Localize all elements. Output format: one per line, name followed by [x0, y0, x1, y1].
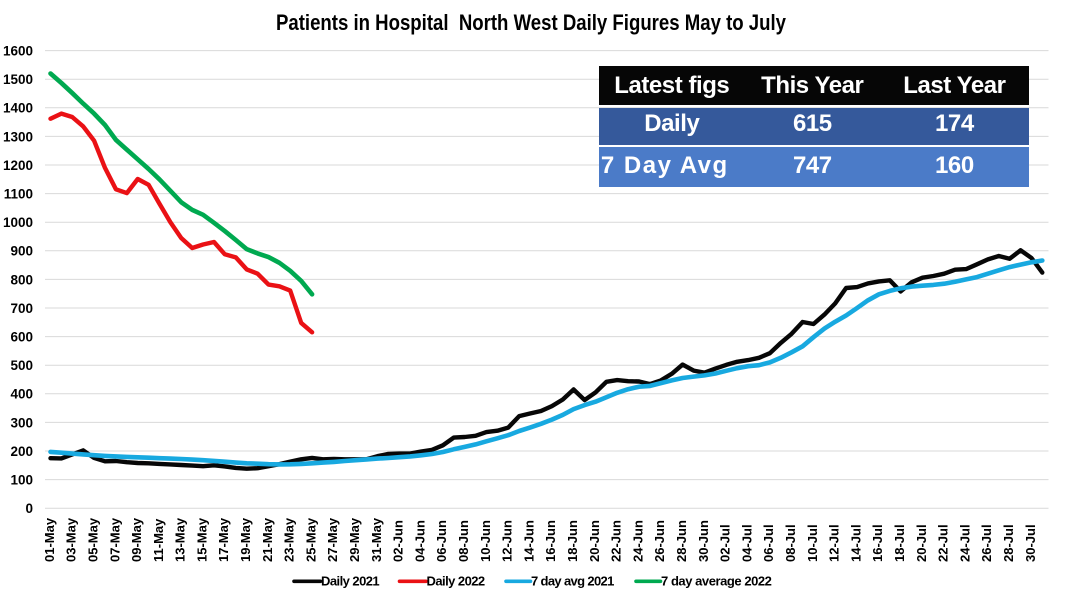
svg-text:23-May: 23-May	[282, 517, 297, 562]
svg-text:16-Jul: 16-Jul	[870, 524, 885, 562]
svg-text:Daily 2022: Daily 2022	[427, 574, 485, 589]
svg-text:02-Jun: 02-Jun	[391, 520, 406, 562]
svg-text:30-Jul: 30-Jul	[1023, 524, 1038, 562]
svg-text:27-May: 27-May	[325, 517, 340, 562]
svg-text:02-Jul: 02-Jul	[718, 524, 733, 562]
svg-text:16-Jun: 16-Jun	[543, 520, 558, 562]
svg-text:21-May: 21-May	[260, 517, 275, 562]
svg-text:600: 600	[10, 330, 33, 345]
svg-text:29-May: 29-May	[347, 517, 362, 562]
svg-text:10-Jun: 10-Jun	[478, 520, 493, 562]
svg-text:900: 900	[10, 244, 33, 259]
svg-text:07-May: 07-May	[107, 517, 122, 562]
svg-text:11-May: 11-May	[151, 518, 166, 562]
svg-text:28-Jun: 28-Jun	[674, 520, 689, 562]
svg-text:04-Jul: 04-Jul	[740, 524, 755, 562]
svg-text:12-Jul: 12-Jul	[827, 524, 842, 562]
svg-text:25-May: 25-May	[303, 517, 318, 562]
svg-text:500: 500	[10, 358, 33, 373]
svg-text:05-May: 05-May	[86, 517, 101, 562]
svg-text:10-Jul: 10-Jul	[805, 524, 820, 562]
svg-text:15-May: 15-May	[195, 517, 210, 562]
svg-text:13-May: 13-May	[173, 517, 188, 562]
svg-text:26-Jun: 26-Jun	[652, 520, 667, 562]
svg-text:01-May: 01-May	[42, 517, 57, 562]
svg-text:08-Jul: 08-Jul	[783, 524, 798, 562]
svg-text:20-Jul: 20-Jul	[914, 524, 929, 562]
svg-text:14-Jul: 14-Jul	[849, 524, 864, 562]
svg-text:800: 800	[10, 272, 33, 287]
svg-text:22-Jun: 22-Jun	[609, 520, 624, 562]
svg-text:12-Jun: 12-Jun	[500, 520, 515, 562]
svg-text:700: 700	[10, 301, 33, 316]
svg-text:30-Jun: 30-Jun	[696, 520, 711, 562]
svg-text:04-Jun: 04-Jun	[412, 520, 427, 562]
svg-text:18-Jul: 18-Jul	[892, 524, 907, 562]
svg-text:09-May: 09-May	[129, 517, 144, 562]
svg-text:26-Jul: 26-Jul	[979, 524, 994, 562]
svg-text:14-Jun: 14-Jun	[521, 520, 536, 562]
svg-text:24-Jul: 24-Jul	[958, 524, 973, 562]
svg-text:7 day average 2022: 7 day average 2022	[661, 574, 772, 589]
svg-text:19-May: 19-May	[238, 517, 253, 562]
svg-text:1400: 1400	[3, 101, 33, 116]
svg-text:Daily 2021: Daily 2021	[321, 574, 379, 589]
svg-text:24-Jun: 24-Jun	[631, 520, 646, 562]
svg-text:100: 100	[10, 473, 33, 488]
svg-text:1600: 1600	[3, 44, 33, 59]
svg-text:08-Jun: 08-Jun	[456, 520, 471, 562]
svg-text:1500: 1500	[3, 72, 33, 87]
svg-text:22-Jul: 22-Jul	[936, 524, 951, 562]
svg-text:31-May: 31-May	[369, 517, 384, 562]
svg-text:06-Jul: 06-Jul	[761, 524, 776, 562]
svg-text:200: 200	[10, 444, 33, 459]
svg-text:18-Jun: 18-Jun	[565, 520, 580, 562]
svg-text:06-Jun: 06-Jun	[434, 520, 449, 562]
svg-text:7 day avg 2021: 7 day avg 2021	[531, 574, 614, 589]
svg-text:03-May: 03-May	[64, 517, 79, 562]
svg-text:20-Jun: 20-Jun	[587, 520, 602, 562]
svg-text:1200: 1200	[3, 158, 33, 173]
svg-text:Patients in Hospital North We: Patients in Hospital North West Daily Fi…	[276, 10, 786, 35]
svg-text:1100: 1100	[4, 187, 33, 202]
svg-text:1300: 1300	[3, 129, 33, 144]
svg-text:28-Jul: 28-Jul	[1001, 524, 1016, 562]
svg-text:17-May: 17-May	[216, 517, 231, 562]
svg-text:1000: 1000	[3, 215, 33, 230]
svg-text:0: 0	[25, 501, 33, 516]
svg-text:400: 400	[10, 387, 33, 402]
svg-text:300: 300	[10, 415, 33, 430]
